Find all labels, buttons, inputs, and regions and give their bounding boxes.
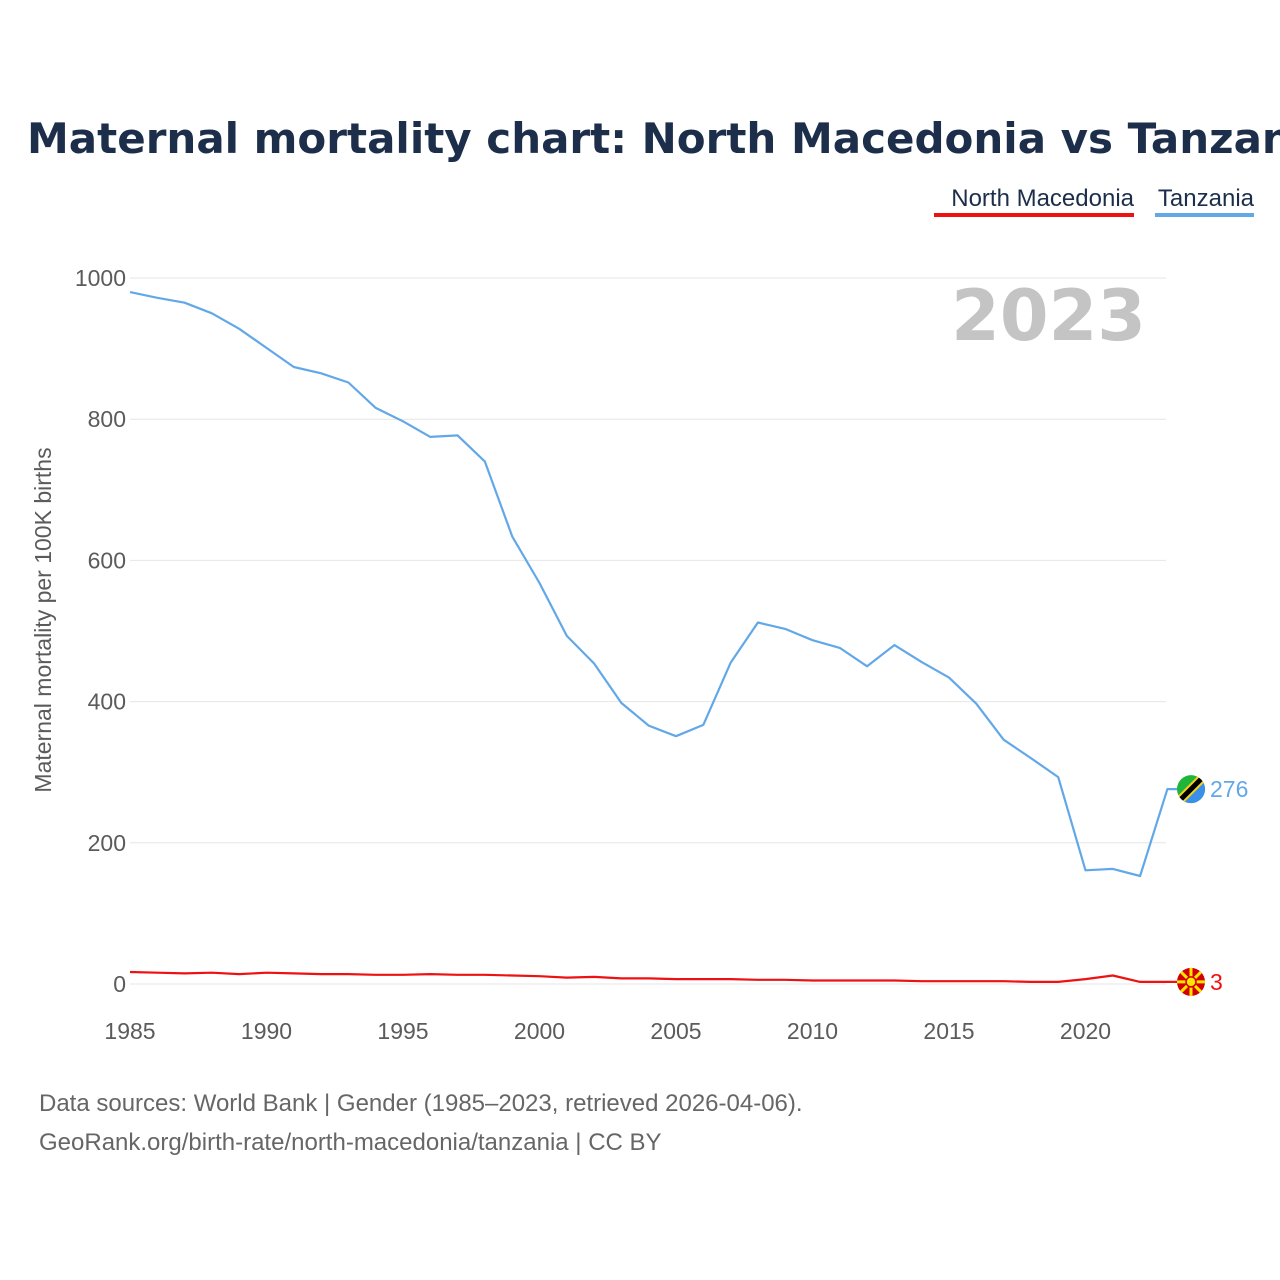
x-tick-label: 2015: [923, 1018, 974, 1044]
x-tick-label: 2020: [1060, 1018, 1111, 1044]
legend-tanzania[interactable]: Tanzania: [1158, 185, 1255, 212]
x-tick-label: 2010: [787, 1018, 838, 1044]
y-axis-label: Maternal mortality per 100K births: [30, 447, 56, 792]
source-note: Data sources: World Bank | Gender (1985–…: [39, 1090, 803, 1117]
north-macedonia-series-line[interactable]: [129, 970, 1180, 984]
x-tick-label: 1985: [104, 1018, 155, 1044]
y-tick-label: 0: [113, 971, 126, 997]
legend-north-macedonia-swatch: [934, 213, 1134, 217]
tanzania-flag-icon: [1177, 775, 1205, 804]
north-macedonia-flag-icon: [1177, 967, 1205, 996]
y-tick-label: 400: [88, 689, 126, 715]
series-layer: [129, 291, 1180, 984]
y-tick-label: 800: [88, 406, 126, 432]
x-tick-label: 2005: [650, 1018, 701, 1044]
x-tick-label: 2000: [514, 1018, 565, 1044]
x-tick-label: 1995: [377, 1018, 428, 1044]
y-tick-label: 600: [88, 547, 126, 573]
north-macedonia-end-value: 3: [1210, 969, 1223, 995]
y-tick-label: 1000: [75, 265, 126, 291]
y-ticks: 0 200 400 600 800 1000: [75, 265, 126, 997]
grid-layer: [130, 277, 1166, 985]
credit-link[interactable]: GeoRank.org/birth-rate/north-macedonia/t…: [39, 1129, 662, 1156]
tanzania-end-value: 276: [1210, 776, 1248, 802]
legend-north-macedonia[interactable]: North Macedonia: [951, 185, 1134, 212]
current-year-label: 2023: [951, 275, 1146, 357]
y-tick-label: 200: [88, 830, 126, 856]
x-tick-label: 1990: [241, 1018, 292, 1044]
x-ticks: 1985 1990 1995 2000 2005 2010 2015 2020: [104, 1018, 1111, 1044]
tanzania-series-line[interactable]: [129, 291, 1180, 878]
legend-tanzania-swatch: [1155, 213, 1254, 217]
chart-title: Maternal mortality chart: North Macedoni…: [27, 114, 1280, 163]
